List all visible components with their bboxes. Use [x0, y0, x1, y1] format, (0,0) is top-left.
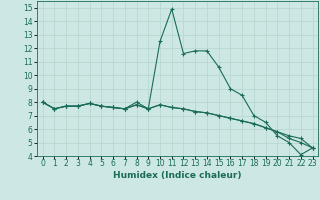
- X-axis label: Humidex (Indice chaleur): Humidex (Indice chaleur): [113, 171, 242, 180]
